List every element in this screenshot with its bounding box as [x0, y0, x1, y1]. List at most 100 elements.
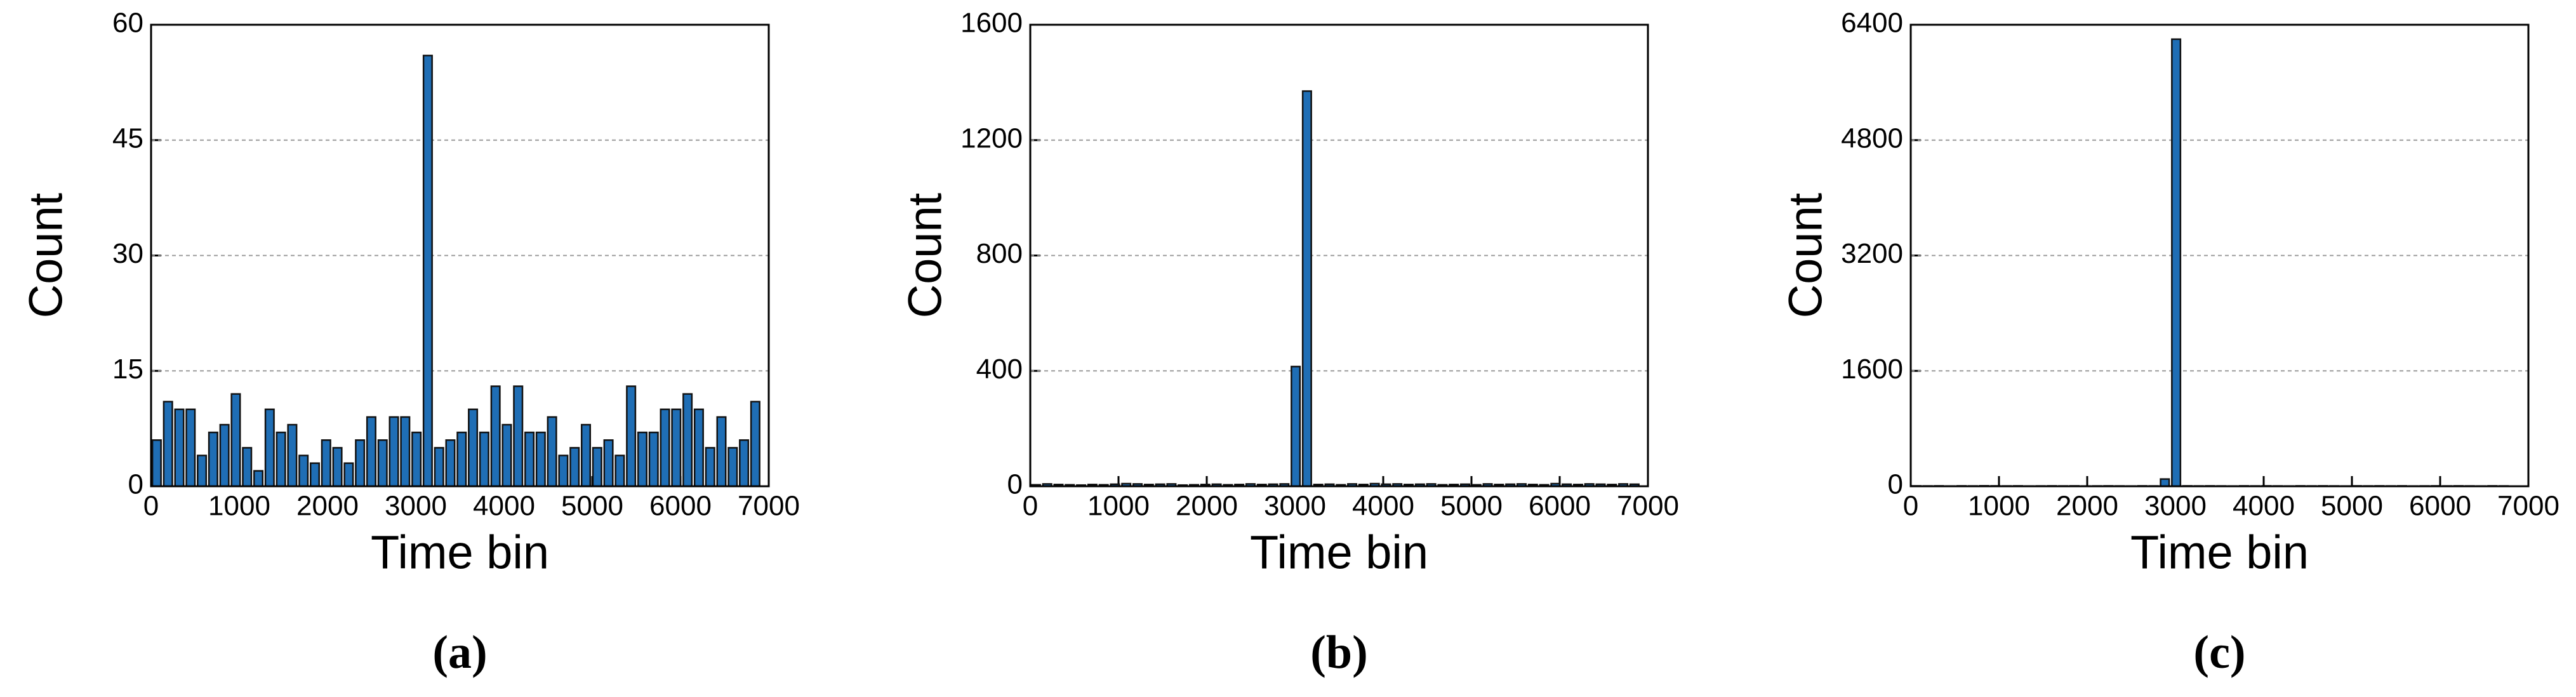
y-axis-title: Count: [20, 192, 72, 318]
x-axis-title: Time bin: [1250, 526, 1428, 579]
bar: [287, 423, 298, 488]
y-tick-label: 3200: [1841, 238, 1903, 269]
bar: [434, 447, 444, 488]
x-tick-label: 1000: [1087, 491, 1150, 522]
bar: [513, 385, 524, 488]
bar: [626, 385, 637, 488]
x-tick-label: 7000: [1617, 491, 1679, 522]
x-tick-label: 2000: [296, 491, 359, 522]
bar: [682, 393, 693, 488]
bar: [400, 416, 411, 488]
bar: [309, 462, 320, 488]
plot-frame: [150, 23, 770, 488]
bar: [253, 470, 264, 488]
bar: [716, 416, 727, 488]
caption: (b): [1310, 627, 1367, 679]
x-tick-label: 2000: [2056, 491, 2118, 522]
bar: [151, 439, 162, 488]
x-tick-label: 7000: [738, 491, 800, 522]
bar: [388, 416, 399, 488]
bar: [332, 447, 343, 488]
caption: (c): [2193, 627, 2245, 679]
bar: [366, 416, 376, 488]
bar: [693, 408, 704, 488]
x-tick-label: 4000: [1352, 491, 1414, 522]
x-tick-label: 1000: [208, 491, 270, 522]
x-tick-label: 4000: [2233, 491, 2295, 522]
y-axis-title: Count: [899, 192, 952, 318]
bar: [705, 447, 715, 488]
y-tick-label: 60: [112, 8, 143, 39]
bar: [535, 431, 546, 488]
bar: [276, 431, 286, 488]
x-tick-label: 4000: [473, 491, 535, 522]
bar: [185, 408, 196, 488]
bar: [163, 401, 173, 488]
bar: [242, 447, 253, 488]
bar: [2160, 478, 2170, 488]
plot-frame: [1909, 23, 2530, 488]
y-tick-label: 15: [112, 354, 143, 385]
y-axis-title: Count: [1779, 192, 1832, 318]
bar: [637, 431, 647, 488]
x-tick-label: 6000: [2409, 491, 2471, 522]
y-tick-label: 1600: [1841, 354, 1903, 385]
bar: [456, 431, 467, 488]
x-axis-title: Time bin: [371, 526, 549, 579]
x-tick-label: 5000: [2321, 491, 2383, 522]
x-tick-label: 3000: [2144, 491, 2207, 522]
bar: [468, 408, 479, 488]
bar: [727, 447, 738, 488]
x-tick-label: 6000: [649, 491, 712, 522]
y-tick-label: 1600: [960, 8, 1023, 39]
bar: [592, 447, 602, 488]
x-tick-label: 1000: [1968, 491, 2030, 522]
bar: [490, 385, 501, 488]
bar: [321, 439, 331, 488]
bar: [377, 439, 388, 488]
y-tick-label: 800: [976, 238, 1023, 269]
x-axis-title: Time bin: [2130, 526, 2309, 579]
bar: [343, 462, 354, 488]
bar: [197, 455, 208, 488]
x-tick-label: 5000: [1440, 491, 1503, 522]
bar: [230, 393, 241, 488]
y-tick-label: 0: [128, 469, 143, 500]
x-tick-label: 5000: [561, 491, 623, 522]
x-tick-label: 2000: [1176, 491, 1238, 522]
bar: [355, 439, 366, 488]
bar: [1291, 366, 1301, 488]
bar: [547, 416, 557, 488]
bar: [739, 439, 750, 488]
y-tick-label: 400: [976, 354, 1023, 385]
bar: [524, 431, 535, 488]
bar: [174, 408, 185, 488]
bar: [479, 431, 489, 488]
bar: [422, 55, 433, 488]
x-tick-label: 0: [1903, 491, 1918, 522]
bar: [1301, 90, 1312, 488]
bar: [671, 408, 682, 488]
bar: [660, 408, 670, 488]
x-tick-label: 3000: [1264, 491, 1326, 522]
plot-frame: [1029, 23, 1649, 488]
bar: [298, 455, 309, 488]
bar: [750, 401, 760, 488]
x-tick-label: 0: [1023, 491, 1038, 522]
y-tick-label: 45: [112, 123, 143, 154]
x-tick-label: 6000: [1529, 491, 1591, 522]
y-tick-label: 30: [112, 238, 143, 269]
bar: [614, 455, 625, 488]
bar: [580, 423, 592, 488]
y-tick-label: 0: [1007, 469, 1023, 500]
bar: [208, 431, 218, 488]
y-tick-label: 4800: [1841, 123, 1903, 154]
bar: [411, 431, 422, 488]
bar: [219, 423, 230, 488]
bar: [501, 423, 512, 488]
x-tick-label: 0: [143, 491, 159, 522]
bar: [648, 431, 659, 488]
bar: [569, 447, 580, 488]
